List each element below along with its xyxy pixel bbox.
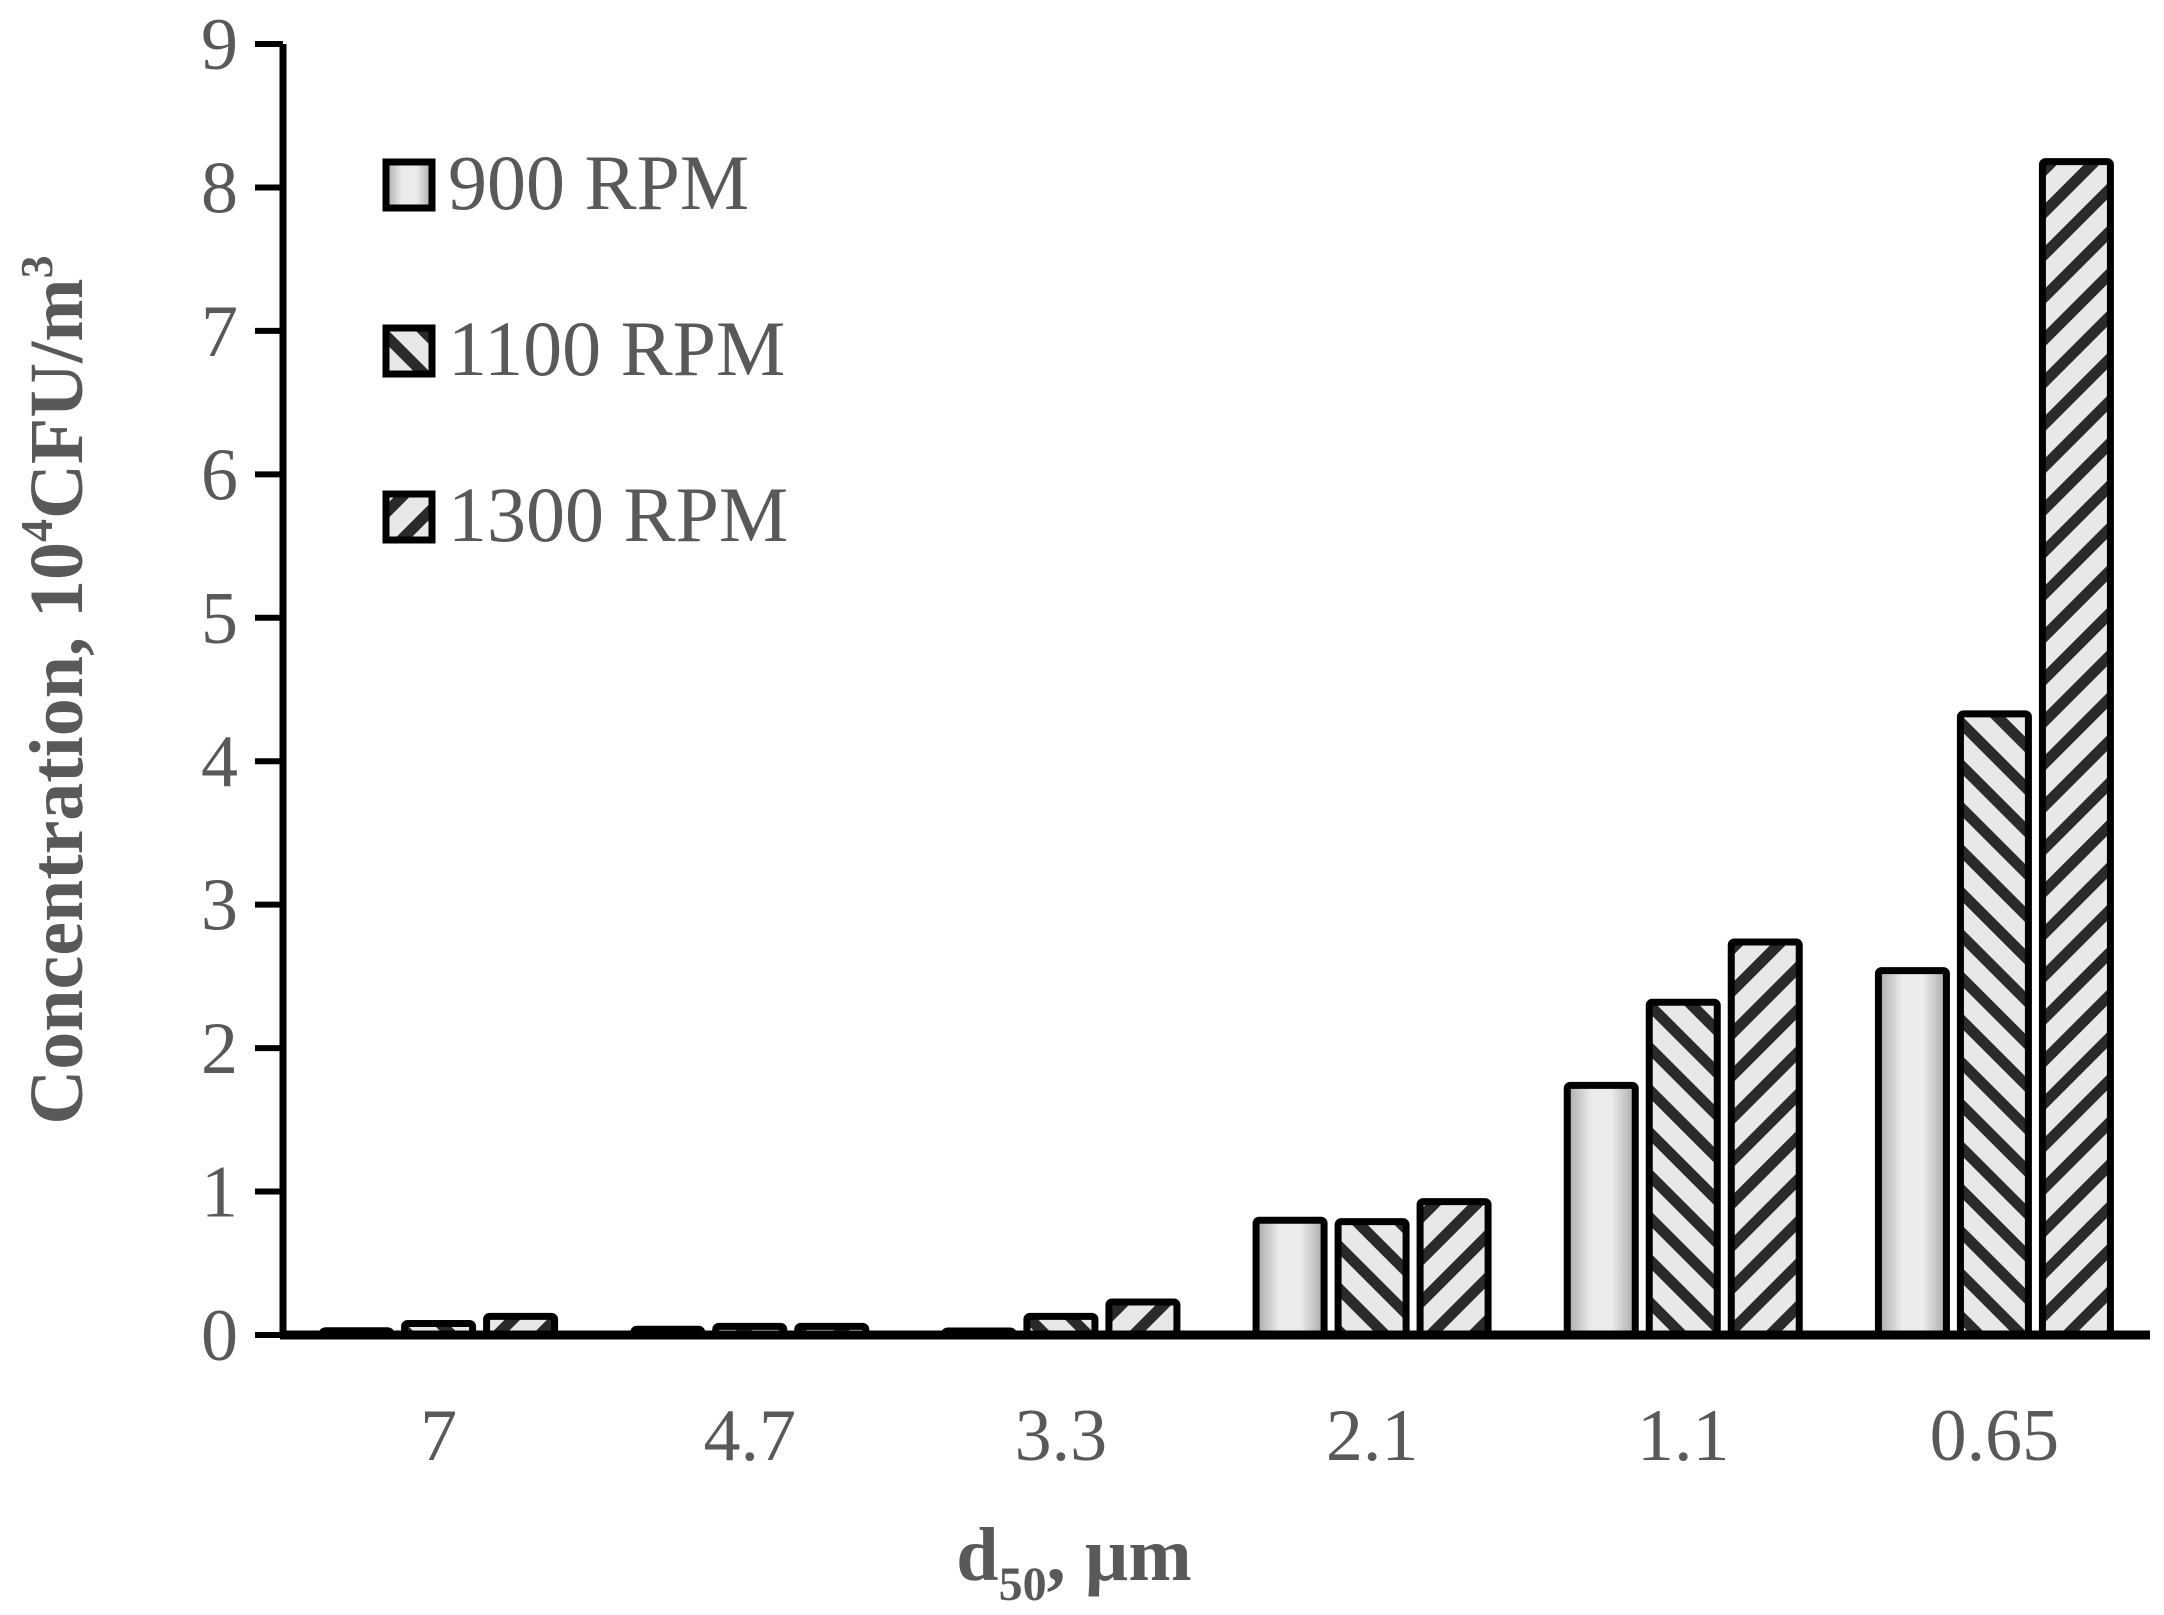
bar [1727,938,1803,1339]
y-tick-label: 5 [201,578,238,660]
bar [1874,967,1950,1339]
legend-swatch [382,490,436,544]
bar [1334,1218,1410,1339]
x-tick-label: 0.65 [1930,1395,2060,1477]
x-axis-title: d50, µm [956,1513,1191,1611]
y-tick-label: 7 [201,291,238,373]
bar [1645,998,1721,1339]
y-axis-title: Concentration, 104CFU/m3 [11,255,99,1124]
y-tick-label: 6 [201,434,238,516]
x-tick-label: 2.1 [1326,1395,1419,1477]
y-tick-label: 0 [201,1295,238,1377]
y-tick-label: 2 [201,1008,238,1090]
x-axis-title-prefix: d [956,1513,998,1597]
x-axis-tick-labels: 7 4.7 3.3 2.1 1.1 0.65 [420,1395,2059,1477]
x-tick-label: 4.7 [704,1395,797,1477]
bars [319,158,2114,1339]
x-axis-title-subscript: 50 [999,1558,1047,1611]
y-tick-label: 1 [201,1152,238,1234]
legend-label: 900 RPM [448,139,749,226]
bar [1105,1298,1181,1339]
bar [1563,1081,1639,1339]
x-tick-label: 1.1 [1637,1395,1730,1477]
bar [2038,158,2114,1339]
y-tick-label: 4 [201,721,238,803]
y-axis-ticks: 0 1 2 3 4 5 6 7 8 9 [201,4,283,1377]
legend-label: 1300 RPM [448,471,788,558]
y-tick-label: 3 [201,865,238,947]
y-axis-title-superscript: 4 [11,519,62,542]
y-tick-label: 8 [201,147,238,229]
legend: 900 RPM 1100 RPM 1300 RPM [382,139,788,558]
legend-label: 1100 RPM [448,305,785,392]
legend-swatch [382,158,436,212]
x-tick-label: 7 [420,1395,457,1477]
y-axis-title-superscript2: 3 [11,255,62,278]
x-tick-label: 3.3 [1015,1395,1108,1477]
y-axis-title-middle: CFU/m [15,278,99,519]
y-tick-label: 9 [201,4,238,86]
bar [1252,1216,1328,1339]
bar [1416,1198,1492,1339]
bar [1956,710,2032,1339]
legend-swatch [382,324,436,378]
x-axis-title-suffix: , µm [1047,1513,1192,1597]
y-axis-title-prefix: Concentration, 10 [15,542,99,1125]
